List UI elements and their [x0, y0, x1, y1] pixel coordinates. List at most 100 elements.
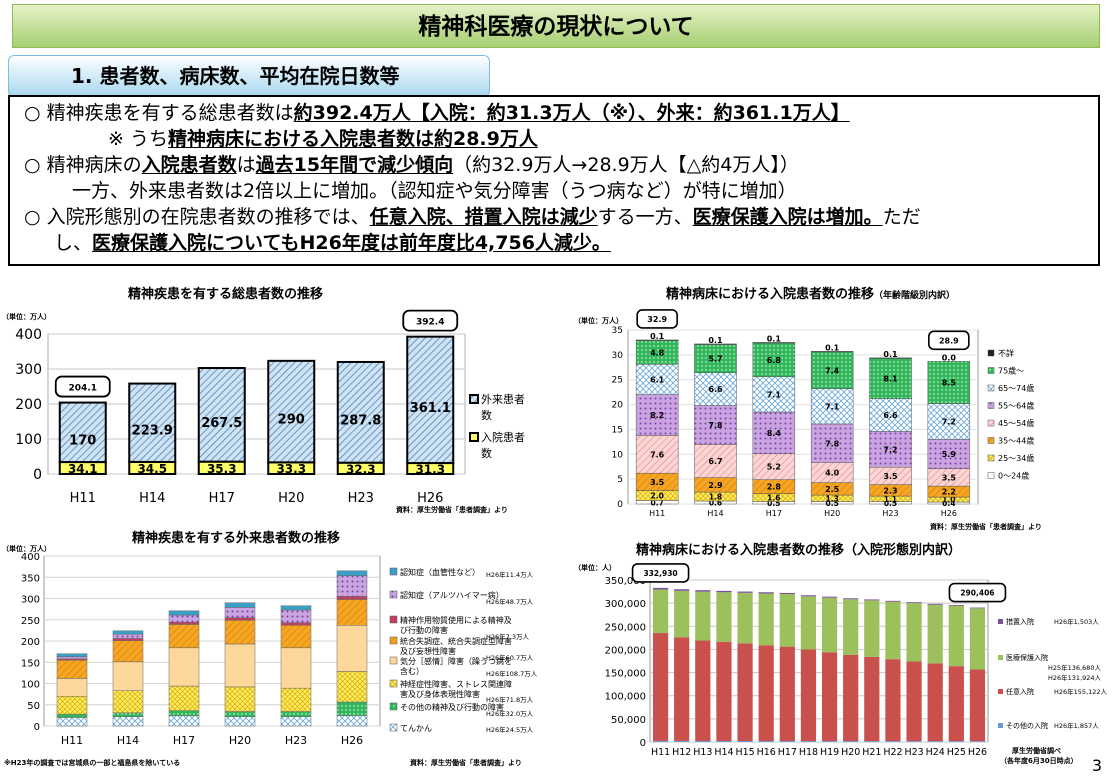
data-label: 7.2: [942, 417, 956, 426]
legend-label: 0〜24歳: [998, 471, 1029, 481]
y-tick-label: 250: [21, 616, 40, 627]
data-label: 0.1: [825, 343, 840, 352]
bar-segment: [58, 401, 107, 464]
total-callout-label: 290,406: [960, 589, 994, 598]
bar-segment: [635, 435, 679, 474]
bar-segment: [652, 740, 669, 742]
legend-label: その他の入院: [1006, 721, 1048, 730]
data-label: 8.2: [650, 411, 664, 420]
summary-line-3: ○ 精神病床の入院患者数は過去15年間で減少傾向（約32.9万人→28.9万人【…: [24, 152, 1088, 178]
bar-segment: [948, 666, 964, 742]
data-label: 6.6: [708, 385, 723, 394]
bar-segment: [906, 602, 922, 604]
y-tick-label: 25: [612, 376, 623, 386]
bar-segment: [843, 598, 859, 600]
bar-segment: [336, 575, 368, 597]
legend-swatch: [998, 655, 1003, 660]
x-tick-label: H20: [841, 747, 860, 758]
bar-segment: [752, 376, 796, 413]
bar-segment: [821, 652, 838, 742]
bar-segment: [652, 589, 669, 634]
total-callout: [631, 563, 690, 583]
chart-title-age-suffix: （年齢階級別内訳）: [874, 291, 956, 301]
legend-swatch: [987, 402, 995, 409]
source-outpatient: 資料：厚生労働省「患者調査」より: [410, 759, 522, 767]
bar-segment: [280, 622, 312, 626]
bar-segment: [224, 602, 256, 608]
unit-label-outpatient: （単位：万人）: [2, 545, 51, 553]
bar-segment: [336, 625, 368, 672]
data-label: 223.9: [132, 424, 173, 439]
bar-segment: [280, 609, 312, 623]
bar-segment: [927, 741, 943, 742]
bar-segment: [56, 656, 88, 660]
bar-segment: [112, 633, 144, 639]
data-label: 2.3: [883, 486, 897, 495]
legend-label: 35〜44歳: [998, 436, 1034, 446]
data-label: 35.3: [207, 462, 237, 476]
bar-segment: [969, 669, 986, 742]
bar-segment: [224, 711, 256, 717]
bar-segment: [695, 590, 711, 592]
data-label: 0.5: [884, 499, 897, 508]
bar-segment: [280, 625, 312, 649]
bar-segment: [695, 740, 711, 742]
y-tick-label: 100: [15, 432, 42, 448]
source-total: 資料：厚生労働省「患者調査」より: [396, 506, 508, 514]
y-tick-label: 100,000: [605, 692, 646, 703]
chart-outpatients-by-disease: 0 50 100 150 200 250 300 350 400 H11 H14 H17 H20 H23 H…: [21, 552, 538, 747]
bar-segment: [752, 342, 796, 377]
x-tick-label: H11: [70, 491, 96, 506]
bar-segment: [752, 453, 796, 480]
summary-line-4: 一方、外来患者数は2倍以上に増加。（認知症や気分障害（うつ病など）が特に増加）: [72, 180, 797, 202]
bar-segment: [56, 713, 88, 718]
data-label: 267.5: [201, 416, 242, 431]
legend-swatch: [998, 689, 1003, 694]
source-admission: 厚生労働省調べ: [1012, 747, 1061, 755]
data-label: 6.6: [883, 411, 898, 420]
bar-segment: [864, 656, 880, 742]
x-tick-label: H24: [926, 747, 945, 758]
bar-segment: [280, 687, 312, 712]
bar-segment: [800, 596, 817, 650]
bar-segment: [56, 696, 88, 715]
summary-text: し、: [54, 232, 93, 254]
bar-segment: [336, 360, 385, 464]
data-label: 5.7: [708, 355, 722, 364]
bar-segment: [716, 590, 732, 593]
source-admission-date: （各年度6月30日時点）: [1000, 757, 1078, 765]
footnote-outpatient: ※H23年の調査では宮城県の一部と福島県を除いている: [4, 759, 181, 767]
data-label: 34.5: [137, 462, 167, 476]
data-label: 5.2: [767, 463, 781, 472]
bar-segment: [336, 599, 368, 626]
legend-label: 55〜64歳: [998, 401, 1034, 411]
bar-segment: [56, 678, 88, 697]
x-tick-label: H26: [941, 509, 957, 518]
legend-swatch: [389, 636, 398, 645]
chart-inpatients-by-age: 0 5 10 15 20 25 30 35 0.72.0 3.5 7.6 8.2 6.1 4.8 0.1 H1…: [612, 309, 1034, 518]
summary-emphasis: 精神病床における入院患者数は約28.9万人: [167, 128, 538, 150]
bar-segment: [906, 661, 922, 742]
y-tick-label: 150: [21, 658, 40, 669]
bar-segment: [885, 601, 901, 660]
data-label: 0.1: [650, 332, 665, 341]
y-tick-label: 0: [617, 500, 623, 510]
x-tick-label: H22: [883, 747, 902, 758]
bar-segment: [336, 715, 368, 727]
x-tick-label: H14: [139, 491, 165, 506]
bar-segment: [112, 690, 144, 714]
legend-swatch: [469, 432, 479, 442]
x-tick-label: H20: [278, 491, 304, 506]
unit-label-admission: （単位：人）: [574, 564, 616, 572]
legend-label: 外来患者: [481, 393, 525, 406]
bar-segment: [810, 351, 854, 353]
data-label: 33.3: [276, 462, 306, 476]
data-label: 3.5: [883, 472, 898, 481]
bar-segment: [927, 361, 971, 404]
legend-note: H26年71.8万人: [486, 695, 534, 704]
data-label: 34.1: [68, 462, 98, 476]
y-tick-label: 10: [612, 450, 624, 460]
x-tick-label: H25: [947, 747, 966, 758]
legend-label: 任意入院: [1006, 687, 1034, 696]
legend-note: H26年48.7万人: [486, 597, 534, 606]
